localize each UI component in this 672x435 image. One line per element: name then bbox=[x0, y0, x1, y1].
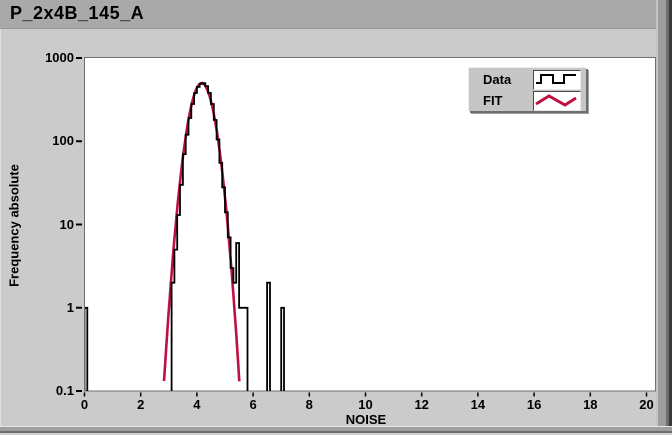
panel-bottom-highlight bbox=[0, 426, 672, 427]
x-tick-label: 20 bbox=[639, 397, 654, 412]
plot-legend: Data FIT bbox=[468, 67, 586, 111]
page-title: P_2x4B_145_A bbox=[10, 3, 145, 23]
y-tick-mark bbox=[76, 223, 82, 226]
x-tick-mark bbox=[83, 392, 86, 397]
title-bar: P_2x4B_145_A bbox=[0, 0, 672, 29]
x-tick-mark bbox=[589, 392, 592, 397]
panel-left-edge bbox=[0, 0, 1, 435]
x-tick-mark bbox=[420, 392, 423, 397]
x-tick-mark bbox=[645, 392, 648, 397]
panel-bottom-shadow-dark bbox=[0, 431, 672, 433]
zigzag-line-icon bbox=[535, 94, 577, 107]
legend-label-fit: FIT bbox=[483, 93, 503, 108]
x-tick-mark bbox=[364, 392, 367, 397]
panel-right-shadow-dark bbox=[666, 0, 669, 435]
x-tick-label: 4 bbox=[193, 397, 201, 412]
x-tick-label: 6 bbox=[249, 397, 257, 412]
x-tick-mark bbox=[477, 392, 479, 397]
x-tick-mark bbox=[533, 392, 535, 397]
x-tick-mark bbox=[308, 392, 311, 397]
fit-series-style-button[interactable] bbox=[533, 91, 581, 111]
legend-row-data: Data bbox=[469, 70, 586, 90]
x-tick-label: 14 bbox=[470, 397, 486, 412]
panel-bottom-border bbox=[0, 433, 672, 435]
y-tick-mark bbox=[76, 57, 82, 59]
x-tick-label: 8 bbox=[305, 397, 313, 412]
x-tick-mark bbox=[139, 392, 142, 397]
y-tick-label: 0.1 bbox=[55, 383, 74, 398]
y-tick-label: 10 bbox=[59, 216, 74, 232]
x-tick-label: 18 bbox=[583, 397, 598, 412]
panel-bottom-shadow bbox=[0, 427, 672, 431]
y-tick-mark bbox=[76, 306, 82, 309]
x-tick-mark bbox=[196, 392, 198, 397]
x-tick-label: 2 bbox=[137, 397, 145, 412]
panel-right-edge bbox=[656, 0, 658, 435]
panel-right-border bbox=[669, 0, 672, 435]
x-tick-label: 12 bbox=[414, 397, 429, 412]
x-axis-title: NOISE bbox=[345, 412, 387, 427]
x-tick-label: 16 bbox=[526, 397, 542, 412]
data-step-path bbox=[85, 82, 285, 391]
legend-row-fit: FIT bbox=[469, 91, 586, 111]
legend-label-data: Data bbox=[483, 72, 512, 87]
x-tick-label: 10 bbox=[358, 397, 373, 412]
x-tick-mark bbox=[252, 392, 254, 397]
step-line-icon bbox=[536, 74, 576, 84]
y-tick-mark bbox=[76, 390, 82, 392]
plot-area bbox=[84, 57, 656, 392]
panel-right-shadow bbox=[658, 0, 666, 435]
y-tick-mark bbox=[76, 140, 82, 143]
y-tick-label: 1 bbox=[66, 299, 74, 315]
y-tick-label: 1000 bbox=[45, 50, 74, 65]
x-tick-label: 0 bbox=[80, 397, 89, 412]
y-tick-label: 100 bbox=[52, 133, 74, 149]
data-series-style-button[interactable] bbox=[533, 70, 581, 90]
